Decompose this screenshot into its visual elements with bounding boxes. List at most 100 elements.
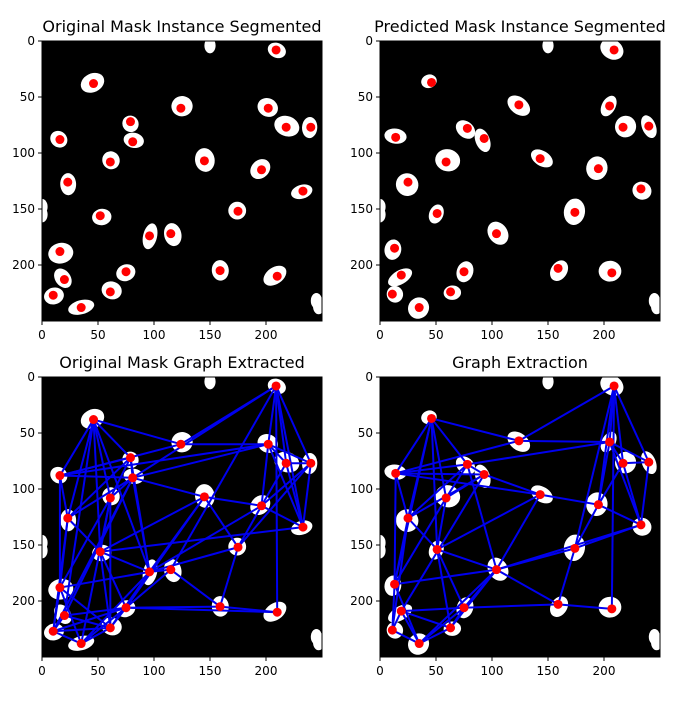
graph-edge [436,548,497,571]
centroid-point [391,468,401,478]
centroid-point [271,45,281,55]
cell-blob [313,298,322,315]
graph-edge [430,418,439,550]
graph-edge [395,472,541,496]
centroid-point [215,602,225,612]
centroid-point [553,263,563,273]
graph-edge [518,439,610,443]
centroid-point [514,100,524,110]
y-tick-label: 100 [350,146,373,160]
centroid-point [514,436,524,446]
graph-edge [495,494,542,571]
y-tick-label: 150 [12,538,35,552]
y-tick-label: 50 [20,426,35,440]
graph-edge [80,571,151,645]
graph-edge [267,443,312,465]
cell-blob [542,41,554,54]
centroid-point [89,79,99,89]
centroid-point [607,268,617,278]
centroid-point [432,544,442,554]
graph-edge [59,586,111,629]
cell-blob [204,377,216,390]
graph-edge [275,385,312,464]
y-tick-label: 200 [12,594,35,608]
centroid-point [105,493,115,503]
centroid-point [55,583,65,593]
graph-edge [100,526,304,553]
centroid-point [609,45,619,55]
centroid-point [479,133,489,143]
y-tick-label: 150 [350,538,373,552]
cell-blob [42,542,48,559]
graph-edge [393,497,447,585]
graph-edge [125,606,278,614]
x-tick-label: 150 [537,664,560,678]
graph-edge [395,472,485,476]
centroid-point [272,271,282,281]
graph-edge [59,570,150,589]
chart-title: Original Mask Instance Segmented [42,17,321,36]
graph-edge [275,385,304,528]
graph-edge [52,630,82,645]
graph-edge [393,473,397,585]
graph-edge [132,476,205,498]
centroid-point [607,604,617,614]
centroid-point [298,186,308,196]
centroid-point [414,639,424,649]
graph-edge [391,584,396,631]
graph-edge [463,603,559,609]
centroid-point [105,623,115,633]
x-tick-label: 50 [428,328,443,342]
graph-edge [597,441,611,505]
centroid-point [459,267,469,277]
x-tick-label: 50 [90,664,105,678]
graph-edge [518,385,615,442]
graph-edge [407,517,438,551]
centroid-point [609,381,619,391]
graph-edge [573,385,616,549]
centroid-point [199,492,209,502]
cell-blob [651,298,660,315]
centroid-point [479,469,489,479]
centroid-point [387,625,397,635]
graph-edge [260,444,270,506]
centroid-point [125,453,135,463]
x-tick-label: 200 [255,328,278,342]
graph-edge [496,547,576,571]
graph-edge [418,568,498,645]
x-tick-label: 200 [255,664,278,678]
chart-title: Original Mask Graph Extracted [59,353,304,372]
graph-edge [125,568,172,609]
centroid-point [403,177,413,187]
graph-edge [93,418,182,446]
graph-edge [275,385,279,613]
graph-edge [573,504,600,549]
centroid-point [48,626,58,636]
graph-edge [400,473,486,612]
centroid-point [176,439,186,449]
centroid-point [105,287,115,297]
y-tick-label: 150 [12,202,35,216]
graph-edge [467,440,610,466]
centroid-point [63,513,73,523]
cell-blob [313,634,322,651]
centroid-point [427,77,437,87]
graph-edge [92,419,102,552]
centroid-point [271,381,281,391]
centroid-point [257,165,267,175]
graph-edge [67,517,101,553]
y-tick-label: 150 [350,202,373,216]
chart-title: Graph Extraction [452,353,588,372]
centroid-point [63,177,73,187]
graph-edge [431,417,520,442]
centroid-point [387,289,397,299]
centroid-point [390,243,400,253]
graph-edge [67,476,134,519]
centroid-point [593,500,603,510]
centroid-point [491,229,501,239]
axes-frame [379,376,661,658]
graph-edge [99,495,205,553]
graph-edge [400,610,421,645]
panel-original-mask-instance-segmented: Original Mask Instance Segmented 0 50 100 15… [12,17,323,342]
